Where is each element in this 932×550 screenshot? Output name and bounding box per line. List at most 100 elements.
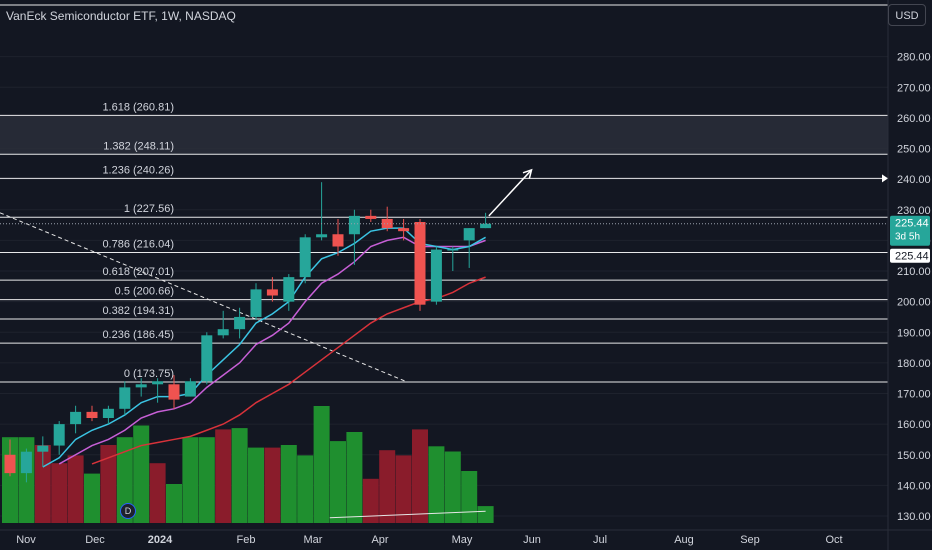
current-price-badge-label: 225.44 [895, 218, 929, 230]
candle-body [86, 411, 98, 418]
candle-body [201, 335, 213, 382]
candle-body [316, 234, 328, 238]
candle [250, 283, 262, 320]
candle [184, 378, 196, 397]
x-tick-label: Aug [674, 534, 694, 546]
candle [332, 218, 344, 256]
x-tick-label: Mar [304, 534, 323, 546]
candle-body [283, 277, 295, 302]
fib-level-label: 0.236 (186.45) [102, 329, 174, 341]
currency-button[interactable]: USD [888, 4, 926, 26]
y-tick-label: 230.00 [897, 205, 931, 217]
candle-body [184, 381, 196, 397]
fib-level-label: 0.618 (207.01) [102, 266, 174, 278]
y-tick-label: 140.00 [897, 480, 931, 492]
volume-bar [248, 447, 264, 523]
candle [20, 448, 32, 483]
candle-body [234, 316, 246, 330]
candle [234, 307, 246, 339]
volume-bar [477, 506, 494, 523]
candle-body [447, 249, 459, 251]
candle [119, 381, 131, 415]
volume-bar [379, 450, 396, 523]
chart-title: VanEck Semiconductor ETF, 1W, NASDAQ [6, 9, 236, 23]
candle [414, 218, 426, 311]
last-price-badge-label: 225.44 [895, 251, 929, 263]
x-tick-label: Dec [85, 534, 105, 546]
current-price-badge [890, 215, 930, 246]
candle-body [4, 454, 16, 474]
candle-body [480, 223, 492, 229]
fib-level-label: 0 (173.75) [124, 368, 174, 380]
candle-body [348, 215, 360, 235]
candle [168, 375, 180, 409]
volume-bar [412, 429, 428, 523]
candle-body [266, 289, 278, 296]
dashed-trendline [0, 212, 406, 382]
candle [480, 212, 492, 229]
candle [266, 277, 278, 302]
candle [102, 405, 114, 425]
dividend-marker-icon[interactable]: D [120, 503, 136, 519]
y-tick-label: 180.00 [897, 358, 931, 370]
volume-bar [444, 451, 461, 523]
candle-body [152, 381, 164, 385]
x-tick-label: Sep [740, 534, 760, 546]
volume-bar [166, 484, 182, 523]
candle-body [70, 411, 82, 425]
candle [201, 332, 213, 385]
y-tick-label: 200.00 [897, 297, 931, 309]
candle [53, 421, 65, 455]
fib-level-label: 1.236 (240.26) [102, 164, 174, 176]
candle-body [102, 408, 114, 418]
x-tick-label: Jun [523, 534, 541, 546]
price-countdown-label: 3d 5h [895, 232, 920, 243]
fib-level-label: 1 (227.56) [124, 203, 174, 215]
volume-bar [149, 463, 166, 523]
candle-body [414, 222, 426, 305]
volume-bar [362, 478, 379, 523]
candle [299, 234, 311, 284]
volume-bar [461, 471, 478, 523]
candle-body [250, 289, 262, 317]
volume-bar [215, 429, 232, 523]
y-tick-label: 170.00 [897, 389, 931, 401]
volume-bar [100, 445, 117, 523]
arrow-head-icon [522, 168, 533, 179]
volume-bar [395, 455, 412, 523]
candle-body [398, 228, 410, 232]
candle [70, 405, 82, 434]
candle [447, 246, 459, 271]
volume-bar [67, 455, 84, 523]
fib-level-label: 0.5 (200.66) [115, 286, 174, 298]
x-tick-label: Apr [371, 534, 388, 546]
candle-body [365, 215, 377, 219]
x-tick-label: Jul [593, 534, 607, 546]
candle-body [135, 384, 147, 388]
y-tick-label: 190.00 [897, 327, 931, 339]
volume-trendline [329, 510, 486, 519]
candle-body [53, 424, 65, 446]
candle [135, 378, 147, 397]
volume-bar [133, 425, 150, 523]
x-tick-label: Nov [16, 534, 36, 546]
volume-bar [116, 437, 133, 523]
volume-bar [182, 437, 199, 523]
candle-body [119, 387, 131, 409]
ema-fast-line [42, 227, 486, 468]
volume-bar [280, 445, 297, 523]
candle-body [332, 234, 344, 247]
projection-arrow-line [488, 169, 533, 217]
y-tick-label: 210.00 [897, 266, 931, 278]
candle-body [217, 329, 229, 336]
volume-bar [313, 406, 330, 523]
volume-bar [198, 437, 215, 523]
x-tick-label: Feb [237, 534, 256, 546]
y-tick-label: 250.00 [897, 144, 931, 156]
y-tick-label: 130.00 [897, 511, 931, 523]
volume-bar [84, 473, 100, 523]
candle [430, 246, 442, 305]
y-tick-label: 150.00 [897, 450, 931, 462]
candle [365, 209, 377, 222]
